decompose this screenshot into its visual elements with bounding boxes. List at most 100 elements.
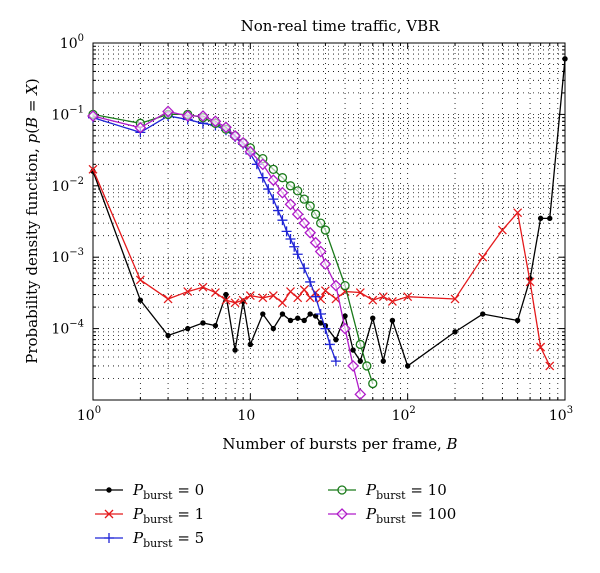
x-tick-label: 102 bbox=[392, 405, 416, 424]
data-point bbox=[185, 325, 191, 332]
legend-item-3: Pburst = 10 bbox=[328, 481, 447, 502]
data-point-shape bbox=[312, 313, 319, 319]
legend-item-0: Pburst = 0 bbox=[95, 481, 204, 502]
data-point-shape bbox=[284, 198, 297, 211]
x-tick-label: 100 bbox=[77, 405, 101, 424]
x-tick-label: 10 bbox=[237, 408, 255, 424]
data-point-shape bbox=[232, 347, 238, 353]
data-point bbox=[245, 291, 255, 301]
data-point bbox=[277, 298, 287, 308]
data-point-shape bbox=[247, 341, 254, 348]
legend-marker-shape bbox=[336, 508, 348, 520]
data-point-shape bbox=[525, 277, 535, 287]
data-point bbox=[368, 295, 378, 305]
data-point-shape bbox=[210, 288, 220, 297]
data-point-shape bbox=[314, 245, 327, 258]
data-point-shape bbox=[257, 172, 268, 183]
data-point bbox=[292, 249, 303, 260]
chart-title: Non-real time traffic, VBR bbox=[241, 17, 441, 35]
series-line-1 bbox=[92, 169, 551, 367]
data-point-shape bbox=[276, 186, 289, 199]
data-point-shape bbox=[350, 347, 356, 353]
data-point-shape bbox=[277, 173, 288, 183]
data-point bbox=[285, 233, 296, 244]
series-1 bbox=[88, 164, 555, 371]
y-tick-label: 10−1 bbox=[51, 104, 84, 123]
data-point-shape bbox=[292, 249, 303, 260]
data-point bbox=[347, 360, 360, 372]
x-axis-label: Number of bursts per frame, B bbox=[222, 435, 457, 453]
data-point-shape bbox=[287, 317, 294, 324]
data-point-shape bbox=[324, 339, 335, 350]
data-point-shape bbox=[223, 291, 229, 298]
data-point-shape bbox=[378, 292, 388, 302]
data-point-shape bbox=[301, 317, 307, 324]
legend-marker bbox=[337, 485, 347, 495]
legend-marker bbox=[106, 487, 112, 493]
axis-ticks: 100 10 102 103 100 10−1 10−2 10−3 10−4 bbox=[51, 33, 573, 424]
data-point bbox=[307, 311, 313, 317]
data-point bbox=[324, 339, 335, 350]
data-point-shape bbox=[165, 332, 171, 339]
legend-marker bbox=[336, 508, 348, 520]
data-point-shape bbox=[330, 279, 342, 292]
data-point bbox=[209, 115, 222, 128]
data-point bbox=[223, 291, 229, 298]
data-point bbox=[537, 215, 544, 222]
data-point bbox=[299, 194, 309, 204]
data-point-shape bbox=[289, 241, 300, 252]
data-point bbox=[350, 347, 356, 353]
data-point-shape bbox=[277, 215, 288, 226]
data-point-shape bbox=[330, 356, 341, 367]
data-point bbox=[355, 339, 365, 350]
data-point bbox=[88, 164, 98, 174]
data-point-shape bbox=[480, 311, 486, 317]
series-0 bbox=[90, 56, 568, 369]
data-point-shape bbox=[547, 215, 553, 222]
plot-frame bbox=[92, 42, 566, 401]
data-point bbox=[230, 298, 240, 308]
data-point bbox=[387, 296, 397, 306]
y-tick-label: 10−4 bbox=[51, 319, 84, 338]
y-tick-label: 10−2 bbox=[51, 176, 84, 195]
data-point bbox=[301, 317, 307, 324]
y-tick-label: 100 bbox=[60, 33, 84, 52]
data-point bbox=[319, 258, 332, 271]
data-point-shape bbox=[293, 186, 303, 196]
data-point bbox=[305, 276, 316, 287]
data-point-shape bbox=[304, 226, 317, 239]
data-point bbox=[268, 194, 279, 205]
data-point-shape bbox=[389, 317, 396, 324]
data-point bbox=[452, 329, 458, 335]
data-point bbox=[404, 363, 411, 369]
data-point bbox=[339, 322, 351, 335]
data-point-shape bbox=[135, 275, 145, 285]
data-point-shape bbox=[162, 105, 174, 118]
data-point bbox=[287, 317, 294, 324]
data-point-shape bbox=[368, 378, 378, 389]
data-point bbox=[294, 315, 301, 321]
data-point-shape bbox=[279, 311, 286, 317]
data-point bbox=[273, 205, 284, 216]
data-point bbox=[198, 282, 208, 292]
data-point bbox=[320, 225, 331, 235]
legend-marker bbox=[104, 533, 114, 543]
data-point-shape bbox=[320, 286, 330, 296]
series-4 bbox=[87, 105, 367, 401]
data-point-shape bbox=[245, 291, 255, 301]
data-point-shape bbox=[220, 121, 232, 134]
data-point bbox=[354, 388, 367, 401]
legend-marker-shape bbox=[337, 485, 347, 495]
data-point-shape bbox=[260, 311, 266, 317]
data-point bbox=[312, 313, 319, 319]
data-point bbox=[135, 275, 145, 285]
data-point-shape bbox=[404, 363, 411, 369]
legend-marker-shape bbox=[106, 487, 112, 493]
data-point bbox=[87, 110, 99, 122]
legend-item-1: Pburst = 1 bbox=[95, 505, 204, 526]
data-point bbox=[310, 291, 321, 302]
data-point-shape bbox=[270, 325, 277, 332]
data-point-shape bbox=[299, 285, 309, 295]
series-line-0 bbox=[92, 58, 566, 367]
